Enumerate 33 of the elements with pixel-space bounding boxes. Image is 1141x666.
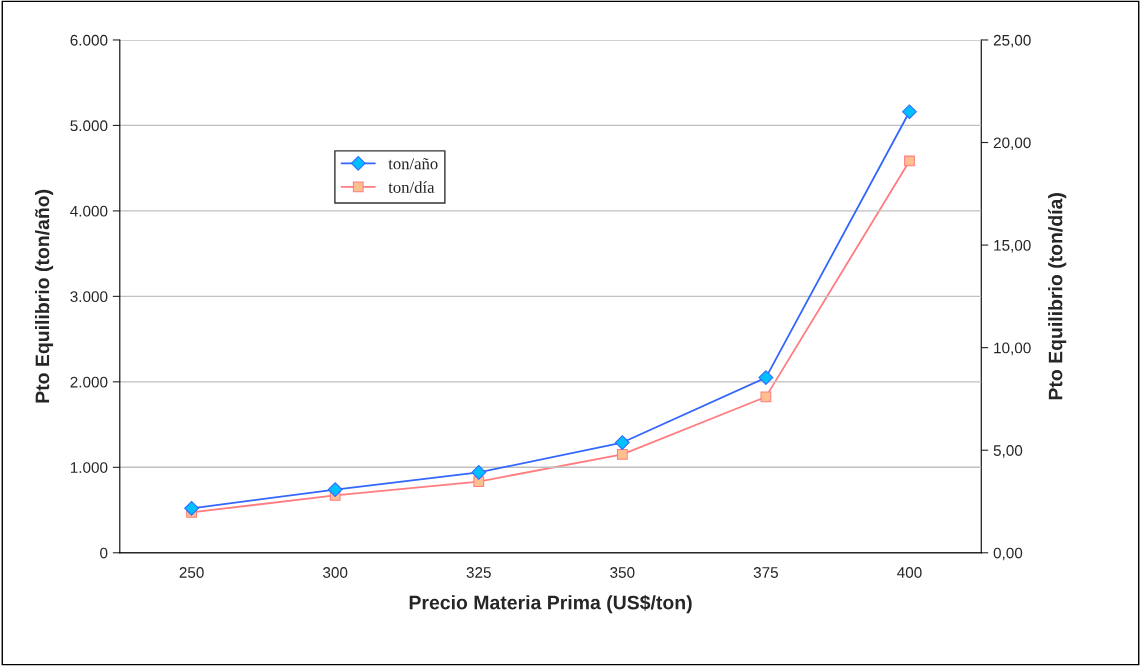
- point: [614, 435, 630, 450]
- y-tick-label: 1.000: [70, 462, 108, 473]
- point: [758, 370, 774, 385]
- y2-tick-label: 0,00: [993, 547, 1023, 561]
- y2-axis-title: Pto Equilibrio (ton/día): [1047, 193, 1067, 400]
- point: [471, 465, 487, 480]
- legend-label: ton/año: [388, 157, 438, 170]
- point: [616, 448, 628, 460]
- x-tick-label: 375: [753, 567, 778, 578]
- point: [473, 476, 485, 487]
- y-tick-label: 3.000: [70, 291, 108, 303]
- y2-tick-label: 5,00: [993, 445, 1023, 458]
- y2-tick-label: 15,00: [994, 239, 1031, 253]
- x-tick-label: 325: [466, 567, 491, 578]
- y-tick-label: 0: [100, 547, 108, 559]
- point: [327, 482, 343, 497]
- y2-tick-label: 20,00: [993, 137, 1031, 151]
- legend-label: ton/día: [388, 181, 435, 193]
- y-tick-label: 2.000: [70, 376, 108, 388]
- x-tick-label: 400: [897, 567, 922, 578]
- y2-tick-label: 25,00: [993, 34, 1031, 48]
- y-tick-label: 4.000: [70, 205, 108, 217]
- point: [184, 500, 199, 516]
- point: [904, 155, 915, 167]
- y-tick-label: 6.000: [70, 34, 108, 46]
- x-tick-label: 300: [323, 567, 348, 578]
- x-tick-label: 250: [179, 567, 204, 578]
- x-axis-title: Precio Materia Prima (US$/ton): [409, 594, 692, 614]
- y-tick-label: 5.000: [70, 120, 108, 132]
- y2-tick-label: 10,00: [994, 342, 1031, 356]
- x-tick-label: 350: [610, 567, 635, 578]
- y-axis-title: Pto Equilibrio (ton/año): [34, 189, 54, 403]
- point: [902, 104, 917, 120]
